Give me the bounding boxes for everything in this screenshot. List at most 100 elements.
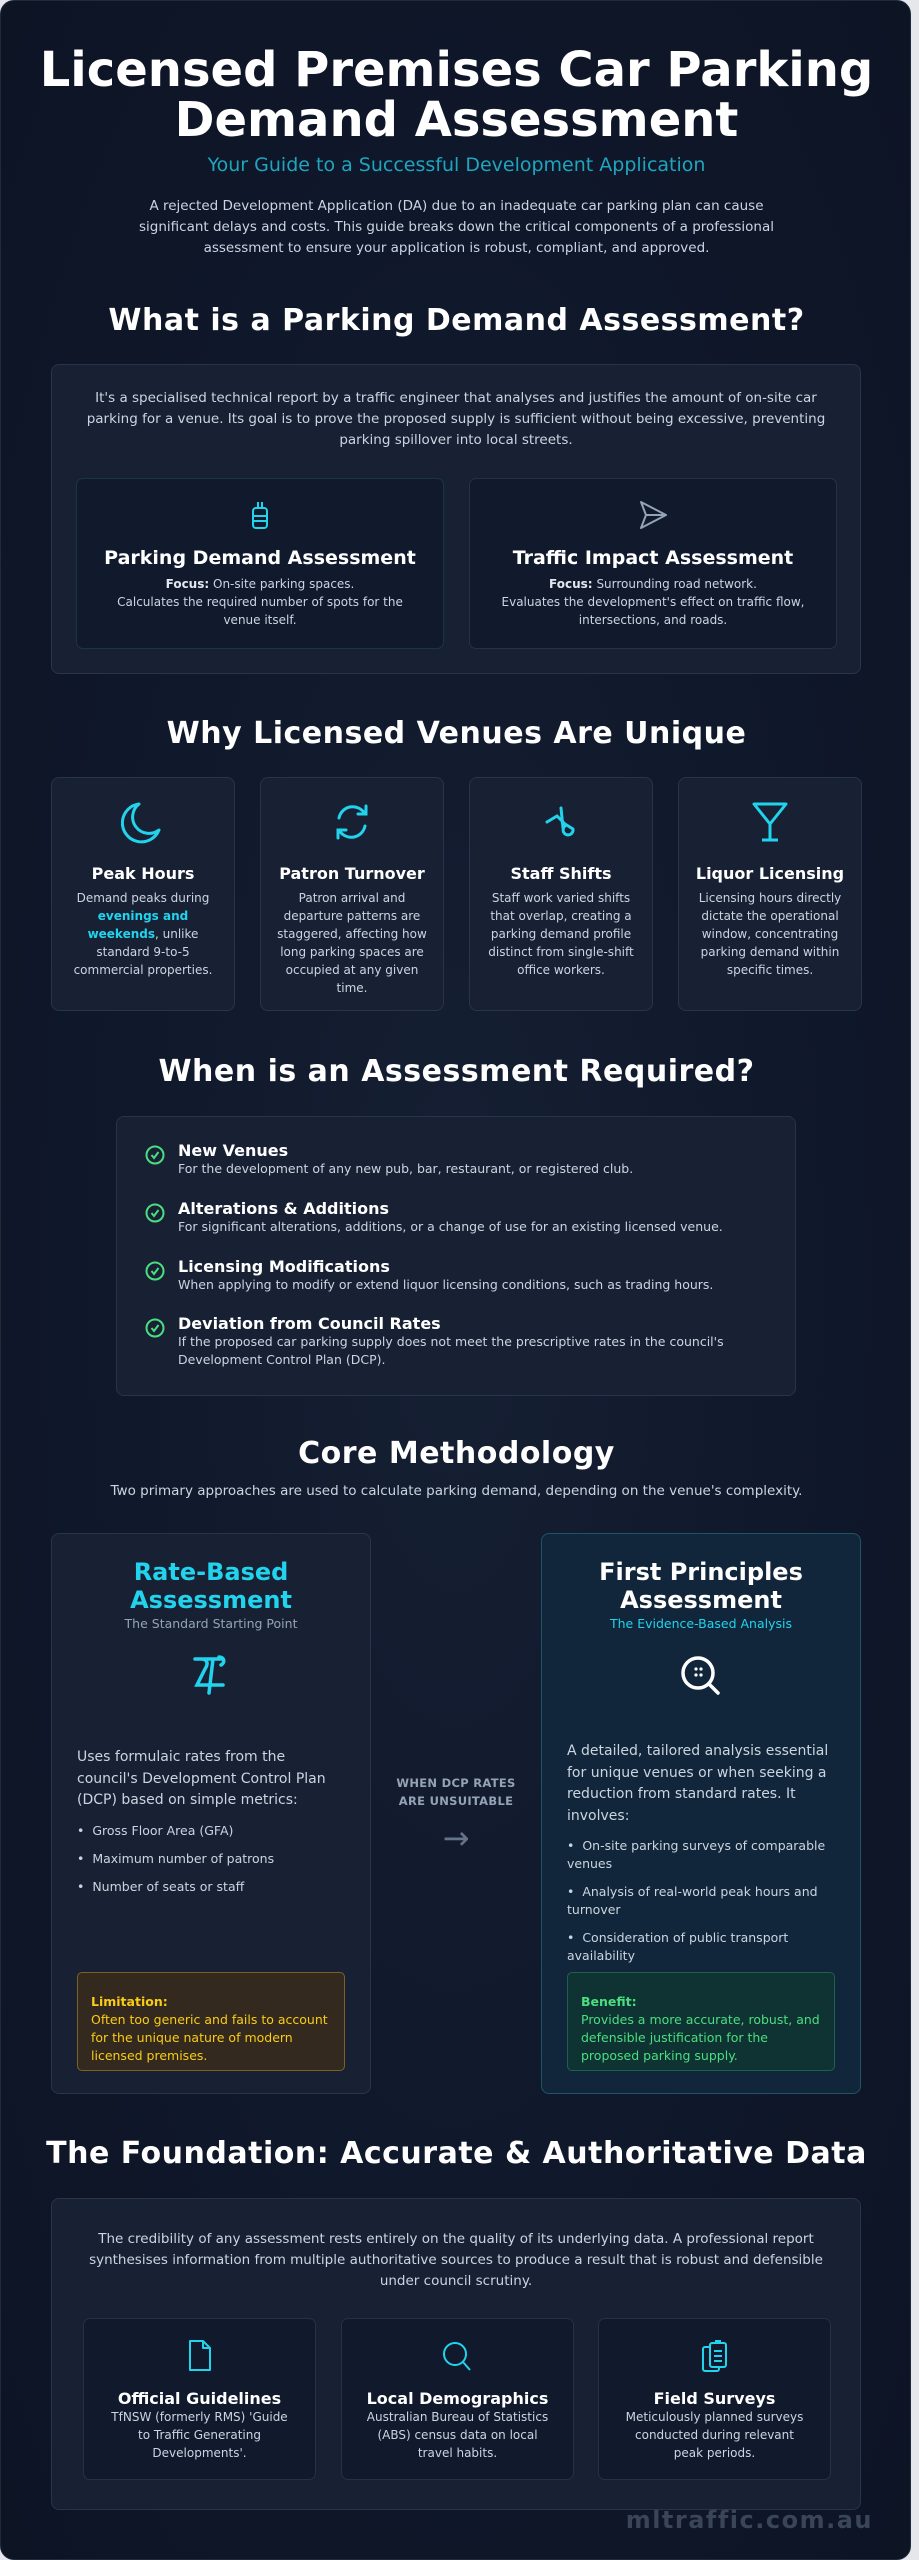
item-title: Alterations & Additions — [178, 1199, 389, 1218]
method-tagline: The Evidence-Based Analysis — [609, 1616, 792, 1631]
formula-icon — [193, 1655, 226, 1695]
bullet: • Number of seats or staff — [77, 1878, 245, 1894]
navigation-arrow-icon — [640, 501, 667, 529]
card-desc: Patron arrival and departure patterns ar… — [277, 891, 427, 995]
card-title: Liquor Licensing — [695, 864, 845, 883]
watermark: mltraffic.com.au — [625, 2506, 873, 2534]
card-traffic-impact: Traffic Impact Assessment Focus: Surroun… — [469, 478, 837, 649]
foundation-heading: The Foundation: Accurate & Authoritative… — [46, 2136, 867, 2171]
bullet: • Consideration of public transport avai… — [567, 1930, 789, 1963]
what-panel: It's a specialised technical report by a… — [51, 364, 861, 674]
moon-icon — [121, 802, 161, 844]
desc-text: Demand peaks during — [76, 891, 210, 905]
refresh-icon — [336, 804, 368, 840]
item-desc: For significant alterations, additions, … — [178, 1219, 723, 1234]
arrow-right-icon: → — [442, 1819, 470, 1857]
subtitle: Your Guide to a Successful Development A… — [207, 154, 706, 176]
required-heading: When is an Assessment Required? — [158, 1054, 755, 1089]
desc-highlight: evenings and weekends — [87, 909, 189, 941]
card-desc: Australian Bureau of Statistics (ABS) ce… — [366, 2410, 549, 2460]
limitation-note: Limitation: Often too generic and fails t… — [77, 1972, 345, 2071]
card-official-guidelines: Official Guidelines TfNSW (formerly RMS)… — [83, 2318, 316, 2480]
bullet: • Gross Floor Area (GFA) — [77, 1822, 234, 1838]
item-desc: If the proposed car parking supply does … — [178, 1334, 724, 1367]
foundation-text: The credibility of any assessment rests … — [89, 2231, 823, 2289]
document-icon — [188, 2340, 211, 2371]
card-peak-hours: Peak Hours Demand peaks during evenings … — [51, 777, 235, 1011]
card-staff-shifts: Staff Shifts Staff work varied shifts th… — [469, 777, 653, 1011]
benefit-note: Benefit: Provides a more accurate, robust… — [567, 1972, 835, 2071]
method-text: A detailed, tailored analysis essential … — [567, 1743, 829, 1824]
required-item: New Venues For the development of any ne… — [145, 1141, 775, 1178]
cocktail-glass-icon — [752, 802, 788, 842]
check-circle-icon — [145, 1145, 165, 1165]
card-desc: TfNSW (formerly RMS) 'Guide to Traffic G… — [111, 2410, 288, 2460]
foundation-panel: The credibility of any assessment rests … — [51, 2198, 861, 2510]
card-patron-turnover: Patron Turnover Patron arrival and depar… — [260, 777, 444, 1011]
focus-label: Focus: — [165, 577, 210, 591]
what-heading: What is a Parking Demand Assessment? — [108, 303, 805, 338]
required-panel: New Venues For the development of any ne… — [116, 1116, 796, 1396]
what-text: It's a specialised technical report by a… — [86, 390, 826, 448]
bullet-text: Gross Floor Area (GFA) — [92, 1822, 234, 1838]
bullet-text: Analysis of real-world peak hours and tu… — [567, 1884, 818, 1917]
page-title: Licensed Premises Car Parking Demand Ass… — [39, 42, 874, 148]
method-text: Uses formulaic rates from the council's … — [77, 1749, 326, 1808]
required-item: Deviation from Council Rates If the prop… — [145, 1314, 775, 1369]
check-circle-icon — [145, 1261, 165, 1281]
method-title: Rate-Based Assessment — [130, 1558, 292, 1614]
card-desc: Calculates the required number of spots … — [117, 595, 403, 627]
note-label: Benefit: — [581, 1994, 637, 2009]
required-item: Licensing Modifications When applying to… — [145, 1257, 775, 1294]
card-title: Peak Hours — [91, 864, 195, 883]
note-text: Provides a more accurate, robust, and de… — [581, 2012, 820, 2063]
focus-label: Focus: — [549, 577, 593, 591]
item-title: Deviation from Council Rates — [178, 1314, 441, 1333]
search-icon — [442, 2342, 471, 2371]
card-title: Traffic Impact Assessment — [512, 547, 794, 569]
bullet-text: On-site parking surveys of comparable ve… — [567, 1838, 826, 1871]
check-circle-icon — [145, 1318, 165, 1338]
item-desc: When applying to modify or extend liquor… — [178, 1277, 714, 1292]
note-label: Limitation: — [91, 1994, 168, 2009]
card-desc: Staff work varied shifts that overlap, c… — [488, 891, 634, 977]
card-field-surveys: Field Surveys Meticulously planned surve… — [598, 2318, 831, 2480]
method-heading: Core Methodology — [298, 1436, 615, 1471]
card-parking-demand: Parking Demand Assessment Focus: On-site… — [76, 478, 444, 649]
focus-text: On-site parking spaces. — [213, 577, 355, 591]
item-title: New Venues — [178, 1141, 289, 1160]
bullet-text: Number of seats or staff — [92, 1878, 245, 1894]
card-desc: Demand peaks during evenings and weekend… — [52, 889, 234, 979]
card-title: Official Guidelines — [117, 2389, 282, 2408]
card-desc: Licensing hours directly dictate the ope… — [698, 891, 842, 977]
method-tagline: The Standard Starting Point — [124, 1616, 298, 1631]
card-local-demographics: Local Demographics Australian Bureau of … — [341, 2318, 574, 2480]
required-item: Alterations & Additions For significant … — [145, 1199, 775, 1236]
bullet: • Analysis of real-world peak hours and … — [567, 1884, 818, 1917]
card-title: Patron Turnover — [279, 864, 425, 883]
card-rate-based: Rate-Based Assessment The Standard Start… — [51, 1533, 371, 2094]
search-analysis-icon — [681, 1656, 720, 1695]
bullet-text: Maximum number of patrons — [92, 1850, 275, 1866]
card-title: Staff Shifts — [510, 864, 612, 883]
intro-text: A rejected Development Application (DA) … — [138, 198, 775, 256]
check-circle-icon — [145, 1203, 165, 1223]
connector-label: WHEN DCP RATES ARE UNSUITABLE — [396, 1776, 516, 1808]
staff-icon — [545, 806, 575, 837]
card-first-principles: First Principles Assessment The Evidence… — [541, 1533, 861, 2094]
note-text: Often too generic and fails to account f… — [91, 2012, 328, 2063]
bullet: • On-site parking surveys of comparable … — [567, 1838, 826, 1871]
card-title: Field Surveys — [653, 2389, 776, 2408]
clipboard-icon — [701, 2340, 727, 2372]
method-title: First Principles Assessment — [599, 1558, 803, 1614]
card-title: Local Demographics — [366, 2389, 549, 2408]
parking-meter-icon — [252, 502, 268, 529]
card-liquor-licensing: Liquor Licensing Licensing hours directl… — [678, 777, 862, 1011]
focus-text: Surrounding road network. — [596, 577, 757, 591]
bullet: • Maximum number of patrons — [77, 1850, 275, 1866]
bullet-text: Consideration of public transport availa… — [567, 1930, 789, 1963]
unique-heading: Why Licensed Venues Are Unique — [166, 716, 747, 751]
desc-text: , unlike standard 9-to-5 commercial prop… — [73, 927, 213, 977]
item-title: Licensing Modifications — [178, 1257, 390, 1276]
